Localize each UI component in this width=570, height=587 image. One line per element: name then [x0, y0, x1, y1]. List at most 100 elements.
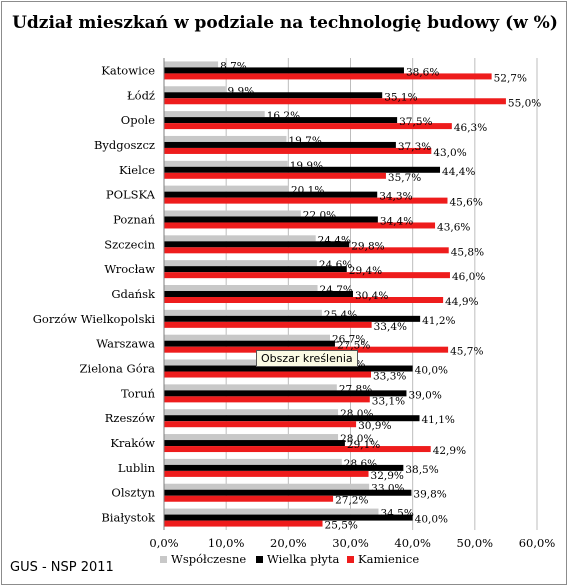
bar-współczesne [164, 185, 289, 192]
bar-kamienice [164, 446, 431, 453]
category-label: Kraków [110, 436, 155, 450]
plot-area-tooltip: Obszar kreślenia [256, 350, 358, 367]
category-label: Olsztyn [111, 486, 155, 500]
x-tick-label: 60,0% [519, 536, 556, 550]
data-label: 37,5% [399, 116, 432, 128]
bar-współczesne [164, 160, 288, 167]
data-label: 38,6% [406, 66, 439, 78]
data-label: 33,4% [374, 321, 407, 333]
data-label: 26,7% [332, 334, 365, 346]
data-label: 22,0% [303, 209, 336, 221]
bar-współczesne [164, 61, 219, 68]
bar-współczesne [164, 235, 316, 242]
data-label: 29,8% [351, 240, 384, 252]
data-label: 41,2% [422, 315, 455, 327]
data-label: 34,4% [380, 215, 413, 227]
bar-współczesne [164, 508, 379, 515]
x-tick-label: 40,0% [394, 536, 431, 550]
bar-wielka-płyta [164, 390, 407, 397]
bar-wielka-płyta [164, 266, 347, 273]
bar-współczesne [164, 483, 370, 490]
category-label: Toruń [121, 386, 156, 400]
data-label: 19,9% [290, 160, 323, 172]
bar-kamienice [164, 247, 449, 254]
bar-wielka-płyta [164, 315, 421, 322]
bar-kamienice [164, 495, 334, 502]
category-label: Rzeszów [105, 411, 155, 425]
data-label: 34,3% [379, 191, 412, 203]
bar-kamienice [164, 421, 357, 428]
bar-kamienice [164, 396, 370, 403]
legend-swatch [160, 556, 167, 563]
data-label: 45,7% [450, 346, 483, 358]
bar-kamienice [164, 321, 372, 328]
data-label: 38,5% [405, 464, 438, 476]
data-label: 40,0% [415, 365, 448, 377]
bar-współczesne [164, 409, 339, 416]
bar-kamienice [164, 98, 506, 105]
legend-label: Wielka płyta [267, 552, 339, 566]
data-label: 55,0% [508, 97, 541, 109]
bar-współczesne [164, 458, 342, 465]
bar-wielka-płyta [164, 514, 413, 521]
bar-wielka-płyta [164, 415, 420, 422]
bar-kamienice [164, 470, 369, 477]
data-label: 35,7% [388, 172, 421, 184]
data-label: 44,4% [442, 166, 475, 178]
data-label: 39,0% [408, 389, 441, 401]
bar-wielka-płyta [164, 216, 378, 223]
data-label: 20,1% [291, 185, 324, 197]
category-label: POLSKA [106, 188, 156, 202]
x-tick-label: 20,0% [270, 536, 307, 550]
bar-kamienice [164, 123, 452, 130]
bar-wielka-płyta [164, 141, 396, 148]
chart-title: Udział mieszkań w podziale na technologi… [12, 13, 558, 33]
data-label: 43,6% [437, 221, 470, 233]
bar-wielka-płyta [164, 67, 404, 74]
bar-wielka-płyta [164, 464, 404, 471]
bar-kamienice [164, 346, 449, 353]
bar-współczesne [164, 309, 322, 316]
bar-współczesne [164, 111, 265, 118]
data-label: 43,0% [433, 147, 466, 159]
category-label: Szczecin [104, 237, 155, 251]
bar-kamienice [164, 222, 436, 229]
category-label: Wrocław [104, 262, 155, 276]
bar-wielka-płyta [164, 241, 350, 248]
category-label: Lublin [118, 461, 156, 475]
bar-wielka-płyta [164, 92, 383, 99]
data-label: 33,1% [372, 395, 405, 407]
category-label: Gdańsk [111, 287, 156, 301]
data-label: 52,7% [494, 72, 527, 84]
data-label: 30,9% [358, 420, 391, 432]
legend-swatch [347, 556, 354, 563]
data-label: 45,8% [451, 246, 484, 258]
data-label: 33,0% [371, 483, 404, 495]
bar-kamienice [164, 172, 386, 179]
data-label: 29,1% [347, 439, 380, 451]
data-label: 28,6% [344, 458, 377, 470]
bar-kamienice [164, 73, 492, 80]
category-label: Łódź [127, 88, 155, 102]
x-tick-label: 10,0% [208, 536, 245, 550]
bar-kamienice [164, 147, 432, 154]
bar-wielka-płyta [164, 117, 398, 124]
bar-współczesne [164, 384, 337, 391]
data-label: 45,6% [449, 197, 482, 209]
bar-wielka-płyta [164, 489, 412, 496]
category-label: Katowice [101, 63, 155, 77]
bar-wielka-płyta [164, 440, 345, 447]
data-label: 34,5% [380, 508, 413, 520]
bar-kamienice [164, 520, 323, 527]
bar-kamienice [164, 197, 448, 204]
bar-współczesne [164, 86, 226, 93]
bar-wielka-płyta [164, 166, 441, 173]
category-label: Gorzów Wielkopolski [33, 312, 156, 326]
data-label: 25,5% [325, 520, 358, 532]
bar-współczesne [164, 334, 330, 341]
data-label: 46,3% [454, 122, 487, 134]
data-label: 46,0% [452, 271, 485, 283]
data-label: 28,0% [340, 408, 373, 420]
